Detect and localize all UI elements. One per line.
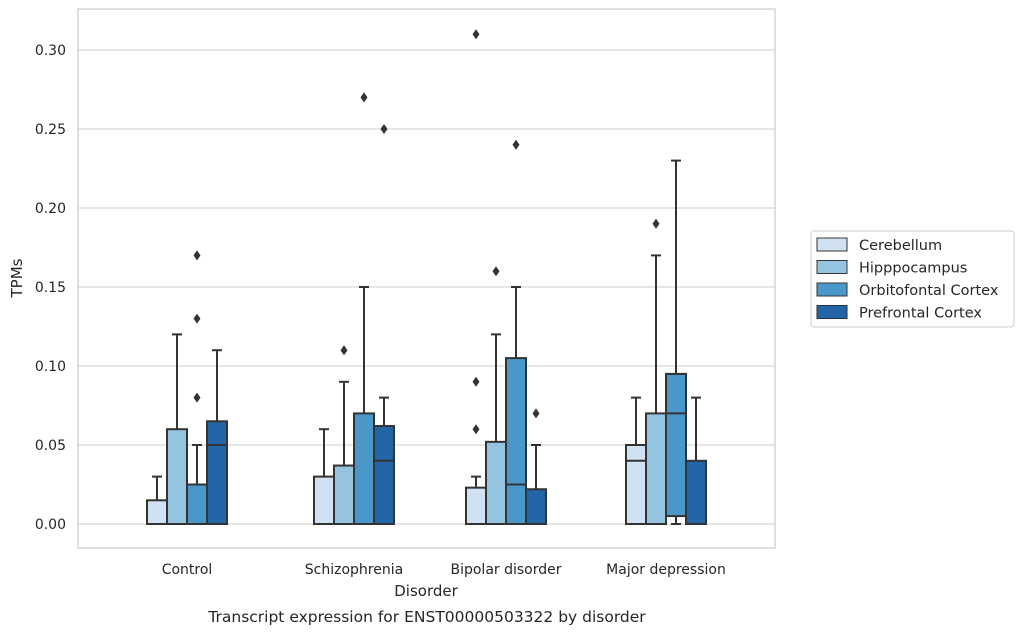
outlier-point [532, 408, 540, 419]
box [685, 459, 707, 525]
box [645, 412, 667, 525]
x-axis-title: Disorder [394, 582, 458, 600]
outlier-point [380, 124, 388, 134]
legend-frame [810, 230, 1015, 328]
y-tick-label: 0.30 [35, 43, 66, 59]
y-tick-label: 0.15 [35, 280, 66, 296]
outlier-point [340, 345, 348, 356]
series-prefrontal-cortex [206, 124, 707, 526]
outlier-point [472, 29, 480, 40]
y-tick-label: 0.00 [35, 517, 66, 533]
legend-swatch [816, 305, 848, 319]
box-group [313, 428, 335, 526]
legend: Cerebellum Hipppocampus Orbitofontal Corte… [810, 230, 1015, 328]
box [313, 475, 335, 526]
legend-item: Prefrontal Cortex [816, 305, 982, 322]
box [186, 483, 208, 525]
box [465, 486, 487, 526]
legend-item: Cerebellum [816, 237, 942, 254]
box-group [465, 29, 487, 526]
outlier-point [472, 376, 480, 387]
box [333, 464, 355, 526]
box-group [146, 475, 168, 525]
x-tick-label: Schizophrenia [305, 562, 403, 578]
box [525, 488, 547, 525]
chart-caption: Transcript expression for ENST0000050332… [207, 608, 646, 626]
box-group [505, 139, 527, 525]
box-group [186, 250, 208, 525]
series-orbitofontal-cortex [186, 92, 687, 525]
x-tick-label: Bipolar disorder [450, 562, 561, 578]
x-tick-label: Control [162, 562, 213, 578]
legend-label: Cerebellum [859, 238, 942, 254]
box-group [645, 218, 667, 525]
box [665, 372, 687, 518]
legend-label: Orbitofontal Cortex [859, 283, 999, 299]
y-axis-title: TPMs [8, 258, 26, 298]
box [206, 420, 228, 525]
outlier-point [512, 139, 520, 150]
legend-swatch [816, 260, 848, 274]
box [353, 412, 375, 525]
outlier-point [652, 218, 660, 229]
box-group [485, 266, 507, 525]
series-hipppocampus [166, 218, 667, 526]
legend-swatch [816, 282, 848, 297]
box-group [333, 345, 355, 526]
legend-label: Prefrontal Cortex [859, 306, 982, 322]
box-group [665, 159, 687, 525]
box [505, 357, 527, 525]
box [625, 444, 647, 525]
legend-items: Cerebellum Hipppocampus Orbitofontal Corte… [816, 237, 999, 322]
outlier-point [360, 92, 368, 103]
box [166, 428, 188, 526]
box-group [206, 349, 228, 525]
box-group [685, 396, 707, 525]
legend-swatch [816, 237, 848, 252]
box-group [525, 408, 547, 525]
y-tick-label: 0.05 [35, 438, 66, 454]
box-series [146, 29, 707, 526]
box-group [353, 92, 375, 525]
box [485, 440, 507, 525]
y-tick-labels: 0.00 0.05 0.10 0.15 0.20 0.25 0.30 [35, 43, 66, 533]
x-tick-labels: Control Schizophrenia Bipolar disorder Majo… [162, 562, 726, 578]
box-group [373, 124, 395, 526]
outlier-point [472, 424, 480, 435]
y-tick-label: 0.25 [35, 122, 66, 138]
box-group [166, 333, 188, 526]
box [146, 499, 168, 525]
y-tick-label: 0.20 [35, 201, 66, 217]
outlier-point [193, 392, 201, 403]
y-tick-label: 0.10 [35, 359, 66, 375]
legend-label: Hipppocampus [859, 261, 967, 277]
x-tick-label: Major depression [606, 562, 726, 578]
box-group [625, 396, 647, 525]
legend-item: Hipppocampus [816, 260, 967, 277]
outlier-point [193, 250, 201, 261]
legend-item: Orbitofontal Cortex [816, 282, 999, 299]
plot-frame [77, 8, 776, 549]
outlier-point [193, 313, 201, 324]
box [373, 425, 395, 526]
outlier-point [492, 266, 500, 277]
